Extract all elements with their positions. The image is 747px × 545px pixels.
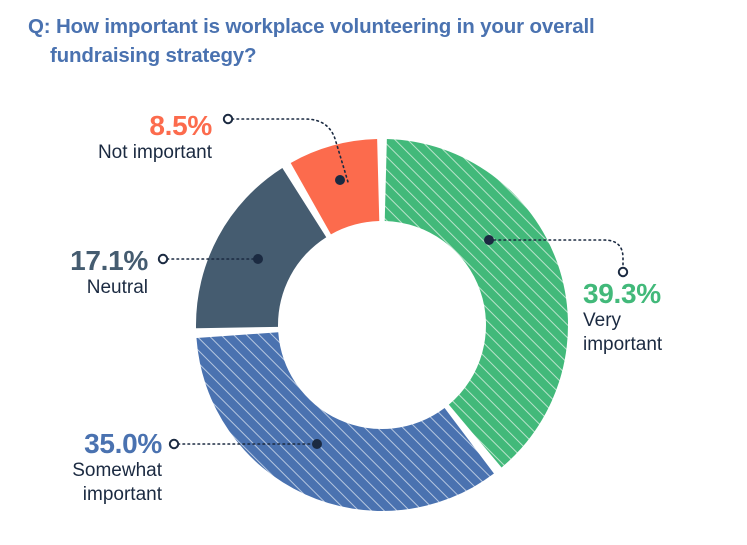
leader-endpoint-very-important [617,266,629,278]
leader-endpoint-somewhat-important [168,438,180,450]
slice-anchor-somewhat-important [312,439,322,449]
page-title: Q: How important is workplace volunteeri… [28,12,648,70]
callout-somewhat-important-value: 35.0% [84,428,162,459]
donut-slice-very-important [384,139,569,468]
leader-lines [166,118,624,445]
slice-anchor-not-important [335,175,345,185]
callout-neutral-label: Neutral [86,277,148,299]
callout-very-important-label-line2: important [583,333,663,355]
title-line-2: fundraising strategy? [50,44,257,68]
donut-slices [196,139,569,512]
callout-very-important-value: 39.3% [583,278,661,309]
leader-endpoint-neutral [157,253,169,265]
donut-slice-not-important [290,139,380,235]
callout-very-important: 39.3% Very important [583,278,743,356]
callout-somewhat-important-label-line1: Somewhat [72,460,162,482]
title-line-1: Q: How important is workplace volunteeri… [28,15,595,38]
donut-slice-neutral [196,167,327,329]
slice-anchor-very-important [484,235,494,245]
leader-line-very-important [488,239,624,269]
leader-line-not-important [231,118,349,183]
callout-not-important-label: Not important [97,142,212,164]
callout-neutral-value: 17.1% [70,245,148,276]
callout-not-important: 8.5% Not important [0,110,212,165]
callout-somewhat-important-label-line2: important [82,483,162,505]
callout-very-important-label-line1: Very [583,310,622,332]
leader-endpoint-not-important [222,113,234,125]
callout-neutral: 17.1% Neutral [0,245,148,300]
leader-endpoints [157,113,629,450]
donut-slice-somewhat-important [196,332,494,512]
callout-somewhat-important: 35.0% Somewhat important [0,428,162,506]
slice-anchor-neutral [253,254,263,264]
callout-not-important-value: 8.5% [149,110,212,141]
